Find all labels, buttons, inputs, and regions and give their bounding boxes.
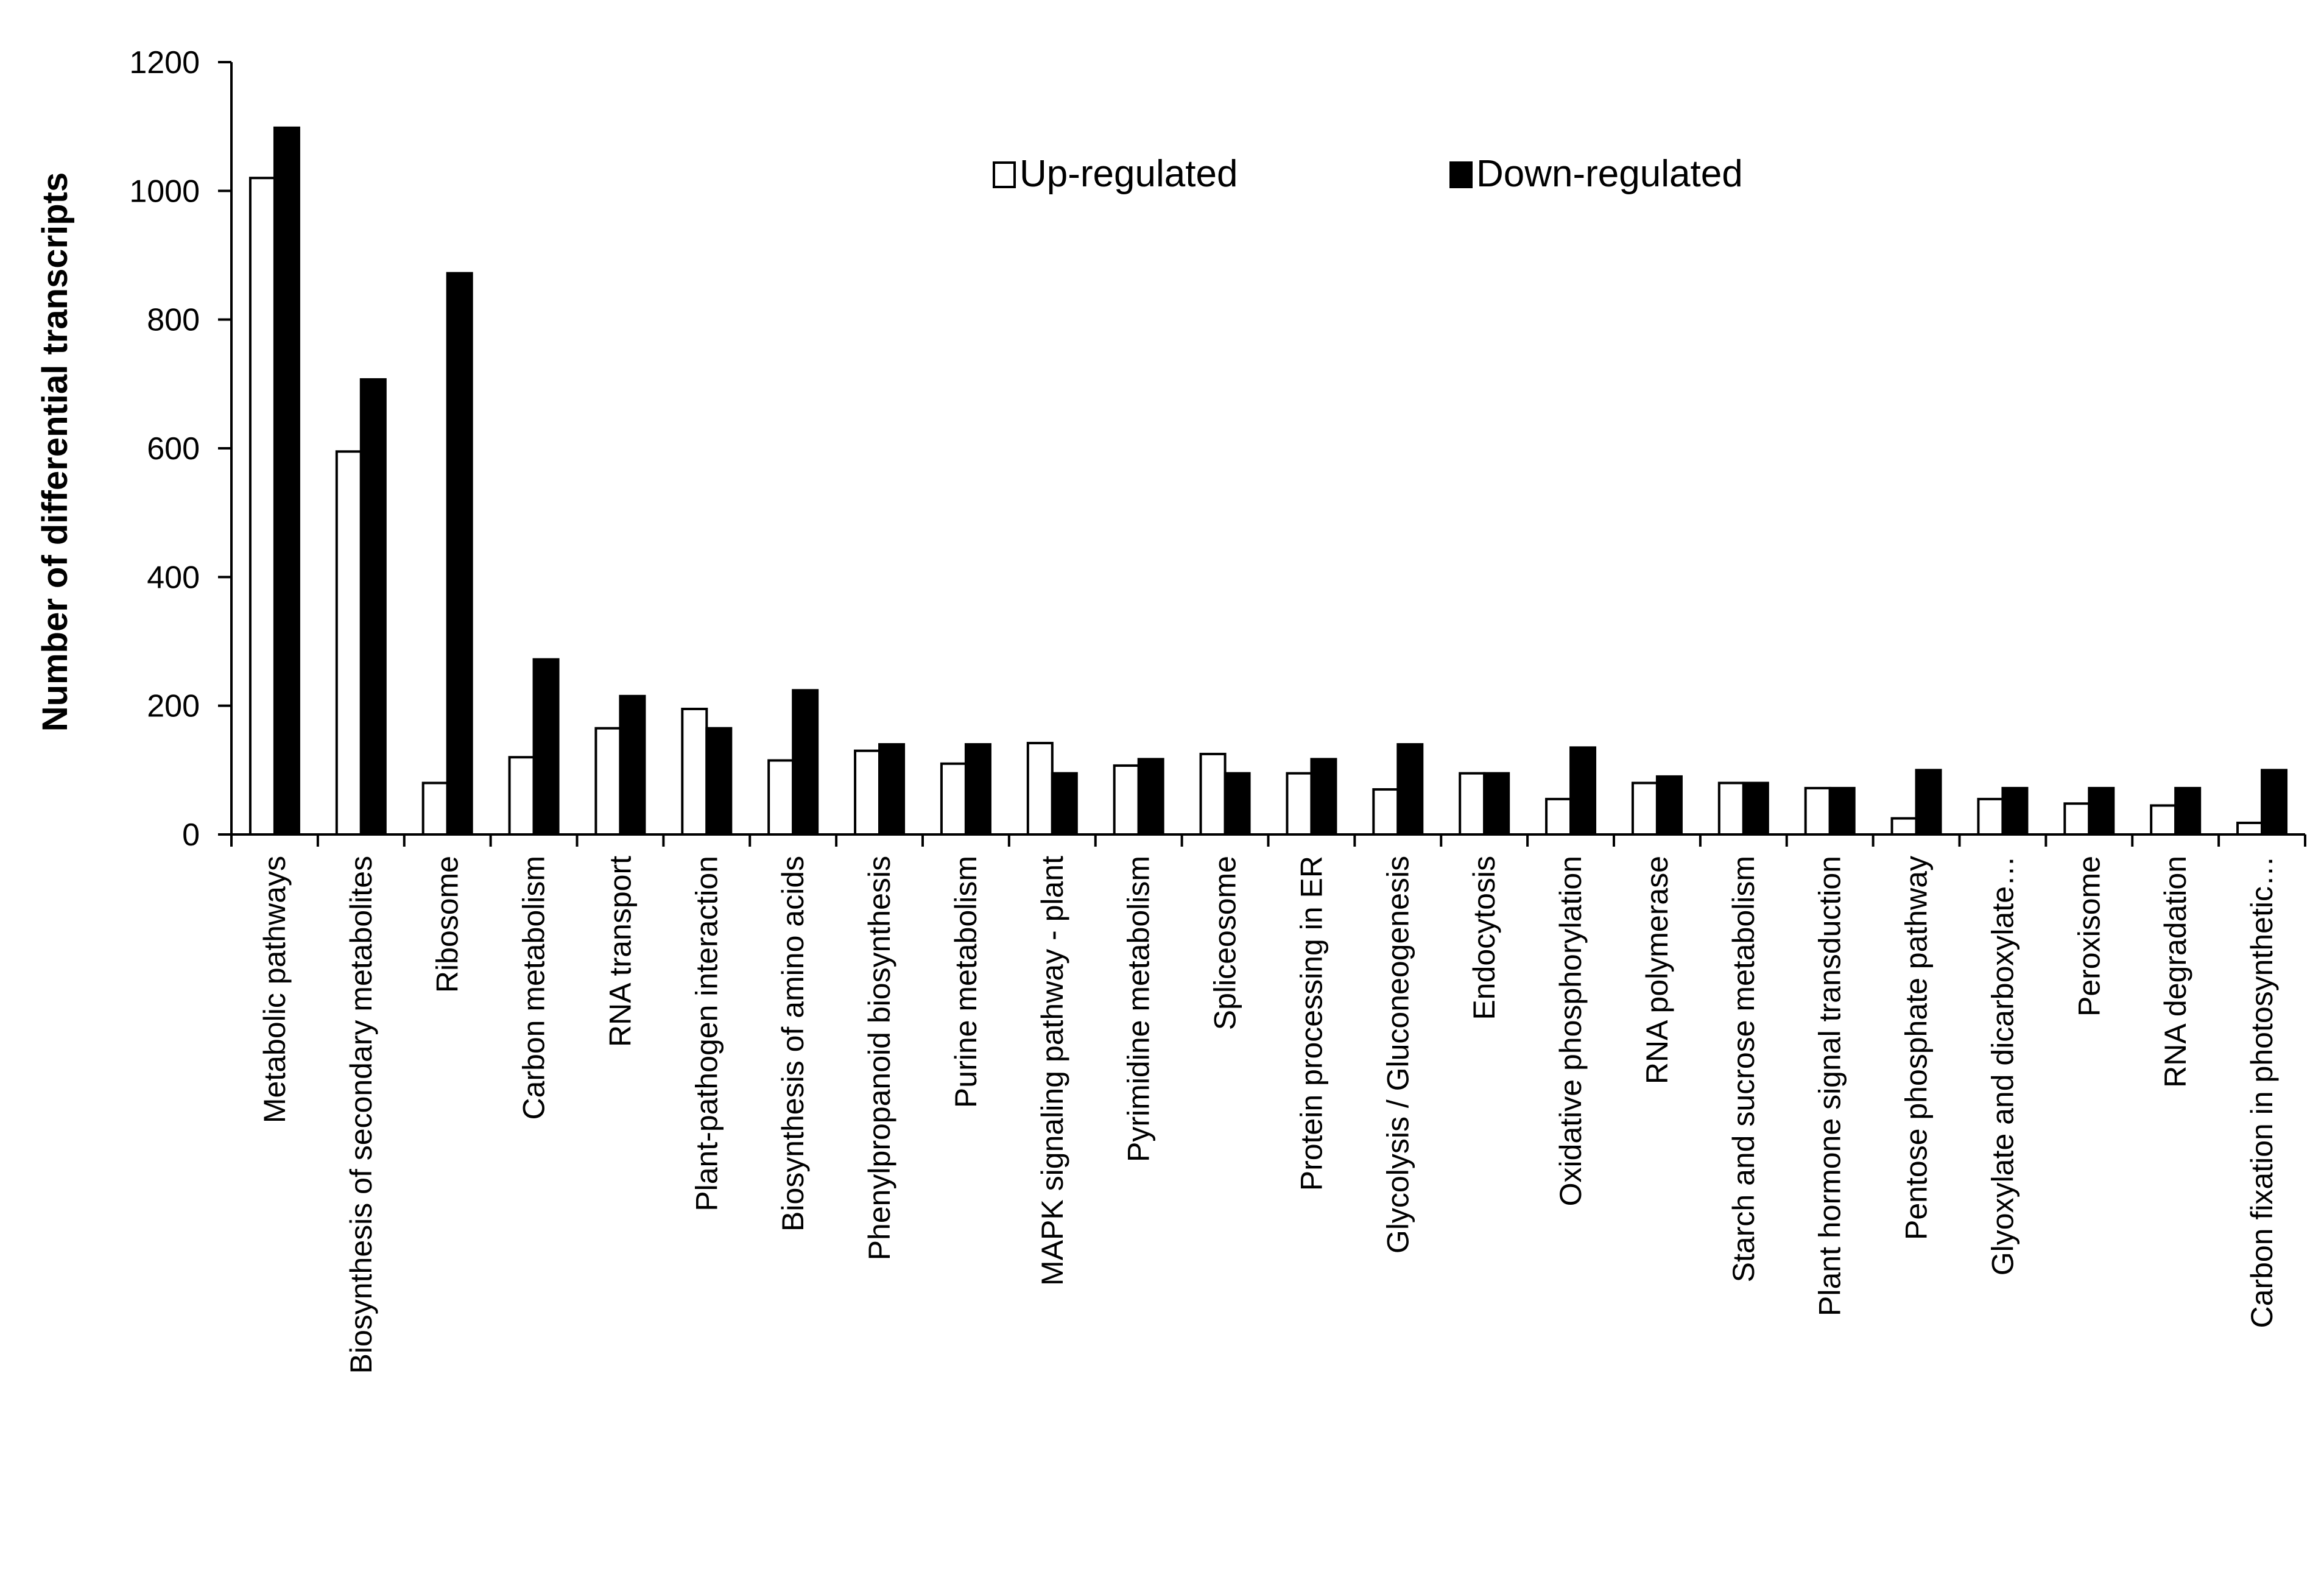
x-tick-label: Peroxisome xyxy=(2072,856,2106,1017)
y-tick-label: 200 xyxy=(147,689,200,724)
bar-up xyxy=(1804,786,1831,836)
bar-up xyxy=(594,727,622,836)
bar-up xyxy=(1199,752,1227,836)
bar-up xyxy=(335,450,362,836)
y-axis-label: Number of differential transcripts xyxy=(35,172,75,732)
y-tick-label: 400 xyxy=(147,560,200,595)
bar-down xyxy=(1915,769,1942,836)
x-tick-label: Endocytosis xyxy=(1467,856,1501,1020)
bar-up xyxy=(1113,764,1140,836)
bar-down xyxy=(964,743,991,836)
bar-up xyxy=(508,756,535,836)
y-ticks: 0 200 400 600 800 1000 1200 xyxy=(129,45,231,853)
legend-label-down: Down-regulated xyxy=(1476,153,1743,195)
x-tick-label: Glycolysis / Gluconeogenesis xyxy=(1381,856,1415,1254)
bar-down xyxy=(1396,743,1424,836)
bar-up xyxy=(767,759,795,836)
bar-down xyxy=(1828,786,1856,836)
x-tick-label: Pyrimidine metabolism xyxy=(1122,856,1156,1162)
bars xyxy=(248,126,2288,836)
bar-up xyxy=(854,749,881,836)
bar-up xyxy=(1977,797,2004,836)
bar-down xyxy=(2001,786,2029,836)
x-tick-label: Biosynthesis of secondary metabolites xyxy=(344,856,378,1374)
bar-down xyxy=(619,694,646,836)
bar-down xyxy=(1137,758,1164,836)
bar-up xyxy=(2063,802,2091,836)
x-tick-label: Starch and sucrose metabolism xyxy=(1727,856,1761,1282)
y-tick-label: 800 xyxy=(147,303,200,338)
bar-down xyxy=(2261,769,2288,836)
bar-down xyxy=(705,727,733,836)
bar-down xyxy=(532,658,560,836)
legend: Up-regulated Down-regulated xyxy=(993,153,1743,195)
x-tick-label: Protein processing in ER xyxy=(1294,856,1328,1191)
x-tick-label: Glyoxylate and dicarboxylate… xyxy=(1985,856,2019,1275)
x-tick-label: Carbon fixation in photosynthetic… xyxy=(2245,856,2279,1328)
bar-down xyxy=(2088,786,2115,836)
x-tick-label: Plant hormone signal transduction xyxy=(1813,856,1847,1316)
bar-up xyxy=(421,781,449,836)
x-tick-label: Spliceosome xyxy=(1208,856,1242,1030)
x-tick-label: Pentose phosphate pathway xyxy=(1900,856,1934,1240)
legend-swatch-up xyxy=(993,161,1016,188)
bar-down xyxy=(359,378,387,836)
legend-swatch-down xyxy=(1449,161,1473,188)
bar-down xyxy=(273,126,300,836)
x-tick-label: Phenylpropanoid biosynthesis xyxy=(862,856,896,1260)
bar-up xyxy=(1717,781,1745,836)
x-tick-label: Ribosome xyxy=(431,856,465,993)
x-tick-label: Plant-pathogen interaction xyxy=(689,856,724,1211)
y-tick-label: 1200 xyxy=(129,45,200,80)
legend-label-up: Up-regulated xyxy=(1019,153,1238,195)
x-tick-label: RNA degradation xyxy=(2158,856,2192,1088)
x-tick-label: Biosynthesis of amino acids xyxy=(776,856,810,1232)
bar-down xyxy=(1483,772,1510,836)
bar-down xyxy=(446,272,473,836)
bar-down xyxy=(1051,772,1078,836)
bar-up xyxy=(1459,772,1486,836)
bar-up xyxy=(1890,817,1918,836)
bar-up xyxy=(1286,772,1313,836)
bar-down xyxy=(878,743,906,836)
bar-up xyxy=(940,762,967,836)
y-tick-label: 1000 xyxy=(129,174,200,209)
y-tick-label: 600 xyxy=(147,431,200,467)
bar-down xyxy=(2174,786,2202,836)
bar-down xyxy=(1224,772,1251,836)
bar-down xyxy=(1569,746,1597,836)
bar-down xyxy=(1742,781,1769,836)
bar-up xyxy=(1631,781,1658,836)
x-tick-label: MAPK signaling pathway - plant xyxy=(1035,856,1069,1286)
bar-up xyxy=(2236,821,2264,836)
x-tick-label: Oxidative phosphorylation xyxy=(1554,856,1588,1206)
bar-up xyxy=(1545,797,1572,836)
x-tick-label: RNA transport xyxy=(603,856,637,1047)
bar-up xyxy=(1026,741,1054,836)
bar-up xyxy=(248,177,276,836)
bar-down xyxy=(1310,758,1337,836)
x-tick-label: Metabolic pathways xyxy=(258,856,292,1123)
x-tick-label: RNA polymerase xyxy=(1640,856,1674,1084)
x-tick-label: Purine metabolism xyxy=(949,856,983,1108)
bar-up xyxy=(2150,804,2177,836)
bar-up xyxy=(681,707,708,836)
y-tick-label: 0 xyxy=(182,817,200,853)
x-ticks: Metabolic pathways Biosynthesis of second… xyxy=(230,834,2306,1374)
bar-up xyxy=(1372,788,1400,836)
x-tick-label: Carbon metabolism xyxy=(517,856,551,1120)
bar-down xyxy=(1655,775,1683,836)
bar-down xyxy=(792,689,819,836)
